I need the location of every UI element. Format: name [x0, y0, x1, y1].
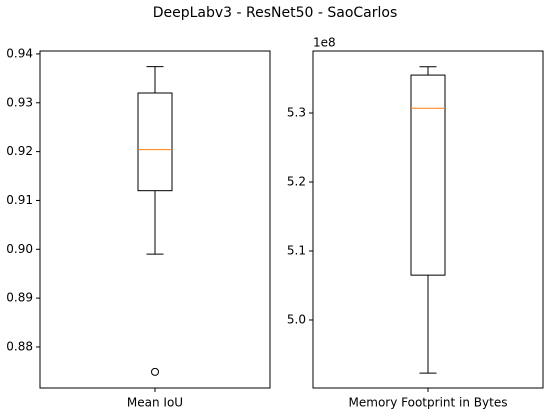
y-tick-label: 0.94: [6, 46, 33, 60]
flier: [151, 367, 159, 376]
y-tick-label: 5.2: [287, 175, 306, 189]
y-tick-label: 5.0: [287, 312, 306, 326]
axis-offset-label: 1e8: [313, 36, 336, 50]
x-tick-label: Mean IoU: [127, 396, 183, 410]
box: [410, 74, 446, 276]
box: [137, 92, 173, 192]
axes-frame: [39, 50, 271, 389]
figure-title: DeepLabv3 - ResNet50 - SaoCarlos: [153, 5, 398, 21]
y-tick-label: 0.88: [6, 339, 33, 353]
y-tick-label: 0.93: [6, 95, 33, 109]
x-tick-label: Memory Footprint in Bytes: [349, 396, 508, 410]
y-tick-label: 0.89: [6, 291, 33, 305]
y-tick-label: 0.90: [6, 242, 33, 256]
axes-frame: [312, 50, 544, 389]
y-tick-label: 0.91: [6, 193, 33, 207]
y-tick-label: 5.1: [287, 243, 306, 257]
y-tick-label: 5.3: [287, 106, 306, 120]
y-tick-label: 0.92: [6, 144, 33, 158]
